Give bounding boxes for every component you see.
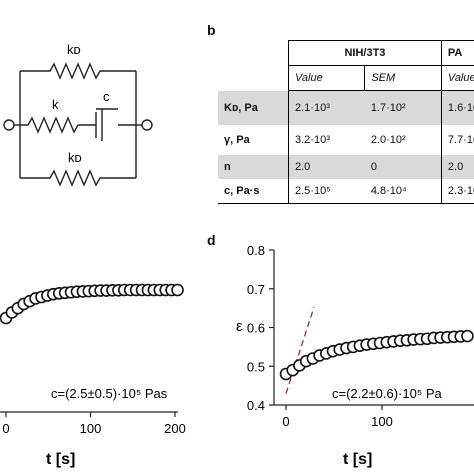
x-tick-label: 100	[80, 421, 102, 436]
x-tick-label: 0	[282, 414, 289, 429]
subheader-value-pa: Value	[440, 65, 474, 91]
table-cell: 2.0	[440, 154, 474, 179]
y-tick-label: 0.6	[247, 321, 265, 336]
data-point	[171, 283, 184, 297]
left-terminal	[3, 119, 15, 131]
panel-d-plot: 0.4 0.5 0.6 0.7 0.8 0 100 ε c=(2.2±0.6)·10⁵ Pa…	[236, 243, 474, 468]
group-header-pa: PA	[440, 40, 474, 66]
panel-d-label: d	[207, 232, 216, 248]
data-point	[461, 329, 474, 343]
bottom-spring	[20, 169, 136, 187]
table-cell: 2.0	[287, 154, 365, 179]
params-table: NIH/3T3 PA Value SEM Value Kᴅ, Pa 2.1·10…	[218, 40, 474, 204]
panel-d-annotation: c=(2.2±0.6)·10⁵ Pa	[332, 386, 442, 401]
row-head: Kᴅ, Pa	[218, 90, 289, 125]
x-tick-label: 0	[2, 421, 9, 436]
table-cell: 4.8·10⁴	[364, 178, 442, 204]
subheader-value: Value	[287, 65, 365, 91]
table-cell: 0	[364, 154, 442, 179]
bottom-spring-label: kᴅ	[68, 150, 82, 165]
x-tick-label: 100	[371, 414, 393, 429]
row-head: n	[218, 154, 289, 179]
table-cell: 2.1·10³	[287, 90, 365, 125]
subheader-sem: SEM	[364, 65, 442, 91]
tangent-line	[285, 306, 315, 394]
table-cell: 2.0·10²	[370, 133, 406, 146]
top-spring	[20, 62, 136, 80]
table-cell: 1.6·10⁴	[440, 90, 474, 125]
x-tick-label: 200	[164, 421, 186, 436]
row-head: c, Pa·s	[218, 178, 289, 204]
top-spring-label: kᴅ	[67, 42, 81, 57]
y-tick-label: 0.7	[247, 282, 265, 297]
table-cell: 2.3·10⁵	[440, 178, 474, 204]
middle-spring	[20, 116, 96, 134]
table-cell: 1.7·10²	[364, 90, 442, 125]
dashpot-label: c	[103, 89, 110, 104]
y-tick-label: 0.4	[247, 398, 265, 413]
table-cell: 7.7·10²	[440, 124, 474, 155]
panel-c-annotation: c=(2.5±0.5)·10⁵ Pas	[51, 386, 168, 401]
mid-spring-label: k	[52, 97, 59, 112]
table-cell: 2.5·10⁵	[287, 178, 365, 204]
panel-c-plot: 0 100 200 c=(2.5±0.5)·10⁵ Pas t [s]	[0, 283, 186, 468]
group-header-nih: NIH/3T3	[288, 40, 442, 66]
panel-d-ylabel: ε	[236, 318, 243, 335]
y-tick-label: 0.8	[247, 243, 265, 258]
y-tick-label: 0.5	[247, 359, 265, 374]
row-head: γ, Pa	[224, 133, 250, 146]
right-terminal	[141, 119, 153, 131]
params-table-wrap: NIH/3T3 PA Value SEM Value Kᴅ, Pa 2.1·10…	[218, 40, 474, 204]
table-cell: 3.2·10³	[287, 124, 365, 155]
panel-c-xlabel: t [s]	[46, 451, 75, 468]
panel-b-label: b	[207, 22, 216, 38]
panel-d-xlabel: t [s]	[343, 451, 372, 468]
circuit-diagram: kᴅ k c kᴅ	[3, 42, 153, 187]
